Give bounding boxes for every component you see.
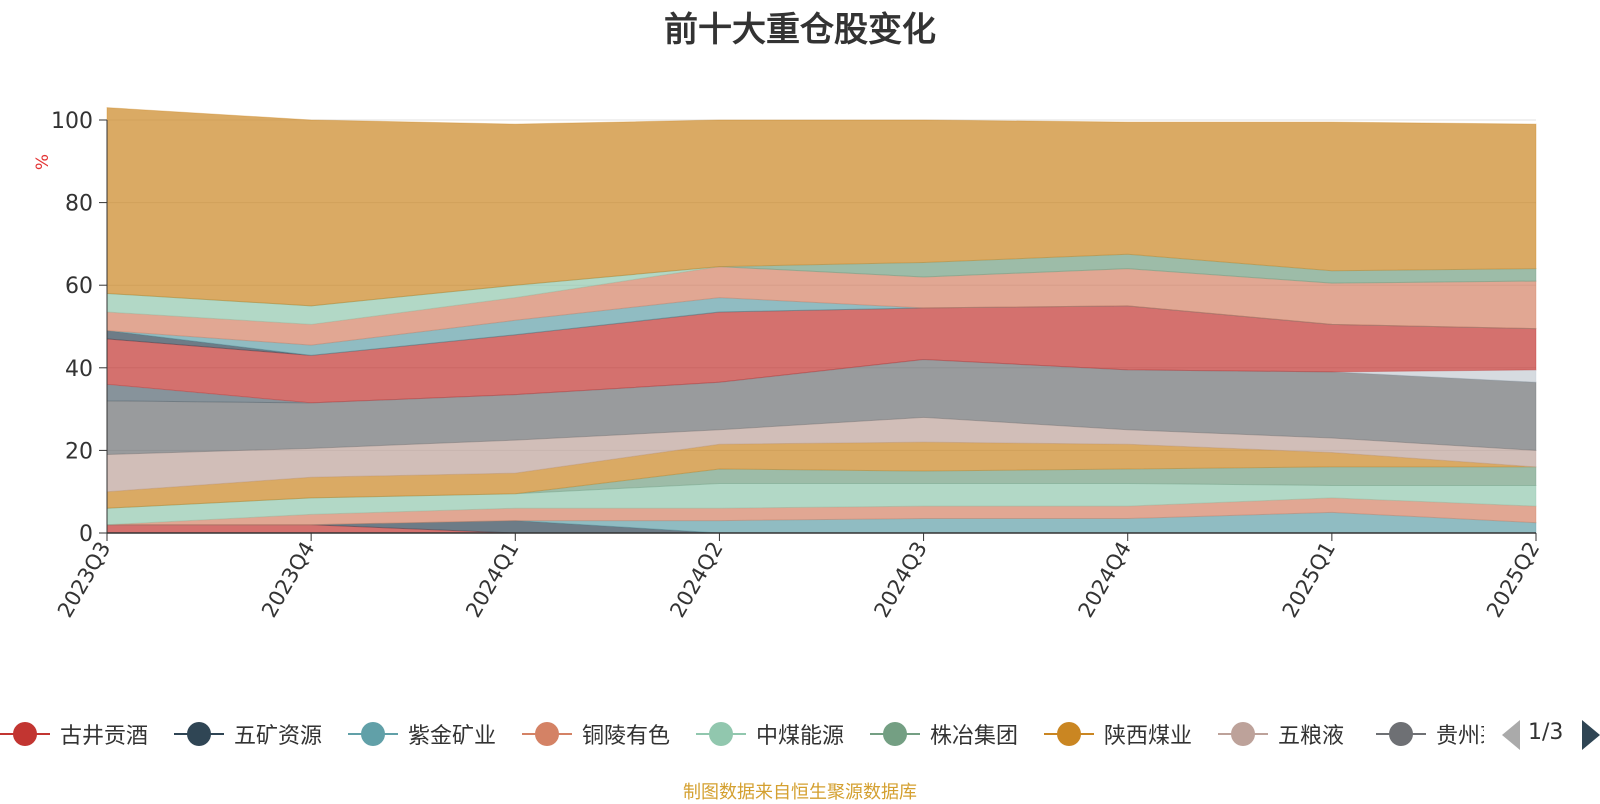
legend-next-page-button[interactable] (1582, 720, 1600, 750)
legend-marker-icon (1376, 719, 1426, 749)
area-series-15[interactable] (106, 266, 1537, 325)
legend-marker-icon (696, 719, 746, 749)
x-tick-label: 2024Q1 (461, 538, 523, 622)
y-tick-label: 40 (65, 357, 93, 382)
legend-label: 五粮液 (1278, 724, 1345, 749)
legend-item[interactable]: 五粮液 (1218, 714, 1344, 754)
area-series-8[interactable] (106, 359, 1537, 456)
y-tick-label: 0 (79, 522, 93, 547)
legend-label: 株冶集团 (930, 724, 1019, 749)
area-series-7[interactable] (106, 416, 1537, 493)
legend-label: 古井贡酒 (60, 724, 149, 749)
area-series-10[interactable] (106, 359, 1537, 404)
y-tick-label: 100 (51, 109, 93, 134)
legend-label: 五矿资源 (234, 724, 323, 749)
area-series-6[interactable] (106, 441, 1537, 509)
area-series-16[interactable] (106, 253, 1537, 307)
legend-marker-icon (522, 719, 572, 749)
legend-label: 中煤能源 (756, 724, 845, 749)
legend-marker-icon (174, 719, 224, 749)
legend-item[interactable]: 紫金矿业 (348, 714, 496, 754)
area-series-11[interactable] (106, 305, 1537, 404)
legend-label: 铜陵有色 (582, 724, 671, 749)
legend-item[interactable]: 五矿资源 (174, 714, 322, 754)
legend-page-indicator: 1/3 (1528, 720, 1564, 745)
x-tick-label: 2023Q4 (257, 538, 319, 622)
chart-canvas: 0 20 40 60 80 100 2023Q3 2023Q4 2024Q1 2024Q2 2024… (33, 107, 1544, 622)
legend-item[interactable]: 陕西煤业 (1044, 714, 1192, 754)
legend-item[interactable]: 贵州茅台 (1376, 714, 1484, 754)
legend-item[interactable]: 株冶集团 (870, 714, 1018, 754)
legend-item[interactable]: 中煤能源 (696, 714, 844, 754)
legend-label: 紫金矿业 (408, 724, 497, 749)
x-tick-label: 2025Q1 (1278, 538, 1340, 622)
legend-marker-icon (870, 719, 920, 749)
legend-label: 陕西煤业 (1104, 724, 1193, 749)
x-tick-label: 2025Q2 (1482, 538, 1544, 622)
legend-item[interactable]: 铜陵有色 (522, 714, 670, 754)
x-tick-label: 2024Q2 (665, 538, 727, 622)
legend-marker-icon (0, 719, 50, 749)
y-tick-label: 20 (65, 439, 93, 464)
legend-item[interactable]: 古井贡酒 (0, 714, 148, 754)
x-tick-label: 2024Q3 (869, 538, 931, 622)
legend-prev-page-button[interactable] (1502, 720, 1520, 750)
legend-marker-icon (348, 719, 398, 749)
y-axis-unit-label: % (33, 154, 53, 170)
area-series-17[interactable] (106, 107, 1537, 307)
area-series-14[interactable] (106, 266, 1537, 346)
legend-marker-icon (1044, 719, 1094, 749)
legend-marker-icon (1218, 719, 1268, 749)
source-note: 制图数据来自恒生聚源数据库 (683, 782, 917, 803)
y-tick-label: 60 (65, 274, 93, 299)
y-tick-label: 80 (65, 192, 93, 217)
legend: 古井贡酒 五矿资源 紫金矿业 铜陵有色 中煤能源 株冶集团 陕西煤业 五粮液 贵州茅台 (0, 714, 1484, 754)
chart-title: 前十大重仓股变化 (664, 10, 936, 50)
x-tick-label: 2024Q4 (1074, 538, 1136, 622)
area-series-5[interactable] (106, 466, 1537, 509)
legend-pager: 1/3 (1500, 716, 1600, 756)
x-tick-label: 2023Q3 (53, 538, 115, 622)
area-layer (106, 107, 1537, 534)
legend-label: 贵州茅台 (1436, 724, 1484, 749)
